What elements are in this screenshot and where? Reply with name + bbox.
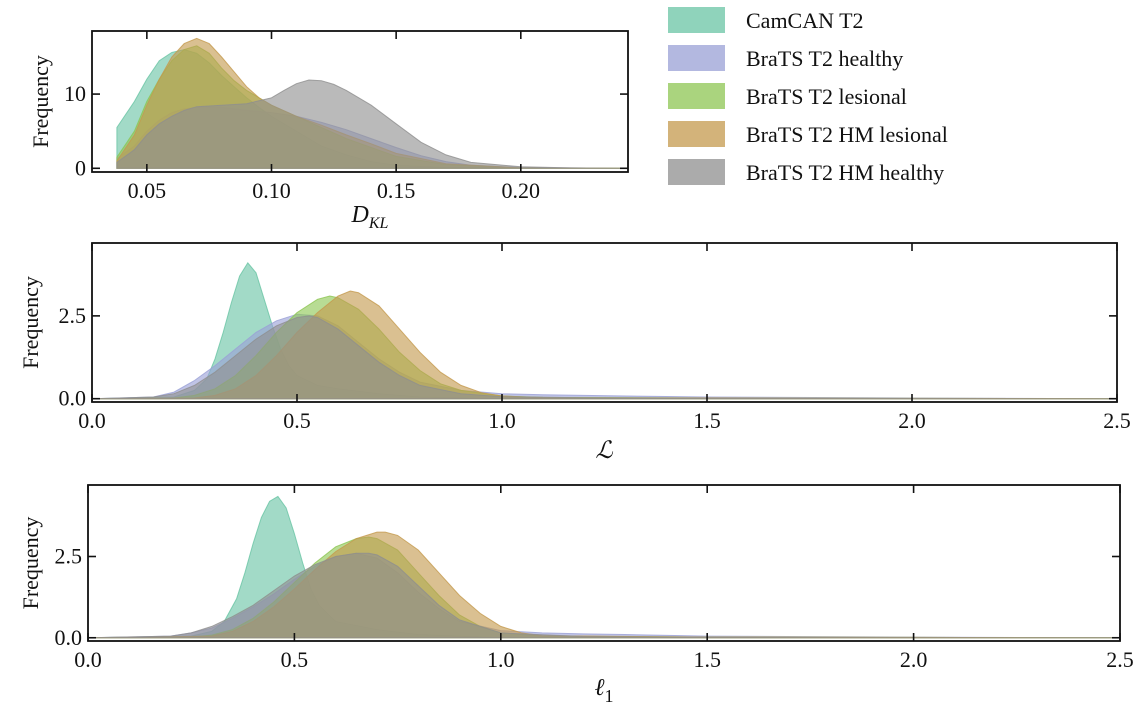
legend-label: CamCAN T2 bbox=[746, 8, 864, 33]
x-tick-label: 0.05 bbox=[128, 178, 167, 203]
x-tick-label: 0.0 bbox=[74, 647, 102, 672]
panel-l1: 0.0 0.5 1.0 1.5 2.0 2.5 0.0 2.5 Frequency ℓ1 bbox=[18, 484, 1134, 704]
x-tick-label: 0.5 bbox=[281, 647, 309, 672]
legend-swatch bbox=[668, 159, 725, 185]
legend-label: BraTS T2 HM lesional bbox=[746, 122, 948, 147]
y-tick-label: 0.0 bbox=[55, 625, 83, 650]
density-areas bbox=[88, 495, 1120, 639]
legend-label: BraTS T2 lesional bbox=[746, 84, 907, 109]
x-axis-label: DKL bbox=[351, 202, 389, 232]
x-tick-label: 0.20 bbox=[502, 178, 541, 203]
x-tick-label: 1.5 bbox=[693, 408, 721, 433]
x-tick-label: 0.10 bbox=[252, 178, 291, 203]
density-brats-t2-hm-healthy bbox=[88, 552, 1120, 639]
panel-loss: 0.0 0.5 1.0 1.5 2.0 2.5 0.0 2.5 Frequency ℒ bbox=[18, 242, 1131, 464]
plot-frame bbox=[91, 242, 1118, 403]
legend-swatch bbox=[668, 121, 725, 147]
x-tick-label: 0.15 bbox=[377, 178, 416, 203]
y-axis-label: Frequency bbox=[18, 276, 43, 369]
legend-label: BraTS T2 HM healthy bbox=[746, 160, 944, 185]
plot-frame bbox=[87, 484, 1121, 642]
legend: CamCAN T2 BraTS T2 healthy BraTS T2 lesion… bbox=[668, 7, 948, 185]
x-tick-label: 2.0 bbox=[898, 408, 926, 433]
legend-swatch bbox=[668, 45, 725, 71]
x-tick-label: 2.5 bbox=[1106, 647, 1134, 672]
panel-kl-divergence: 0.05 0.10 0.15 0.20 0 10 Frequency DKL bbox=[28, 30, 629, 232]
x-tick-label: 2.0 bbox=[900, 647, 928, 672]
x-tick-label: 2.5 bbox=[1103, 408, 1131, 433]
y-axis-label: Frequency bbox=[28, 55, 53, 148]
legend-swatch bbox=[668, 7, 725, 33]
y-tick-label: 10 bbox=[64, 81, 86, 106]
x-tick-label: 1.0 bbox=[488, 408, 516, 433]
legend-label: BraTS T2 healthy bbox=[746, 46, 903, 71]
density-brats-t2-hm-healthy bbox=[116, 79, 621, 169]
y-axis-label: Frequency bbox=[18, 517, 43, 610]
x-tick-label: 0.0 bbox=[78, 408, 106, 433]
y-tick-label: 2.5 bbox=[55, 544, 83, 569]
density-brats-t2-hm-healthy bbox=[92, 315, 1117, 400]
x-axis-label: ℒ bbox=[595, 438, 613, 464]
legend-swatch bbox=[668, 83, 725, 109]
plot-frame bbox=[91, 30, 629, 173]
x-tick-label: 1.0 bbox=[487, 647, 515, 672]
x-axis-label: ℓ1 bbox=[595, 675, 614, 704]
y-tick-label: 0.0 bbox=[59, 386, 87, 411]
y-tick-label: 0 bbox=[75, 155, 86, 180]
density-areas bbox=[116, 37, 621, 169]
x-tick-label: 0.5 bbox=[283, 408, 311, 433]
x-tick-label: 1.5 bbox=[693, 647, 721, 672]
density-areas bbox=[92, 262, 1117, 400]
y-tick-label: 2.5 bbox=[59, 303, 87, 328]
